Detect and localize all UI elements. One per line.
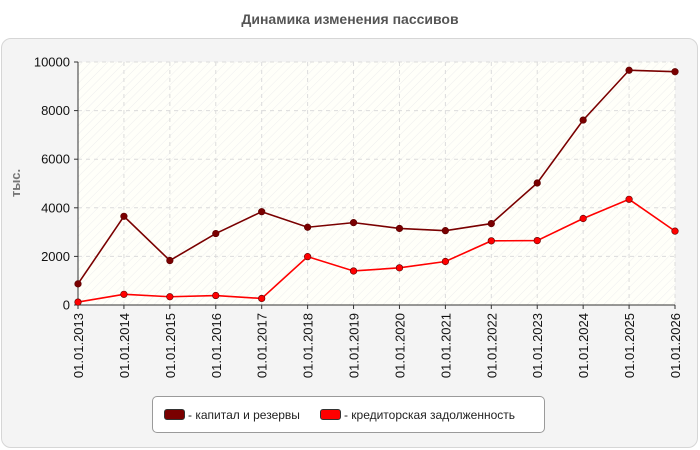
data-point: [349, 267, 358, 275]
grid: [78, 61, 676, 305]
data-point: [441, 227, 449, 235]
data-point: [349, 219, 358, 227]
x-tick-label: 01.01.2014: [117, 313, 132, 378]
chart-title: Динамика изменения пассивов: [241, 11, 459, 27]
data-point: [579, 116, 587, 124]
data-point: [120, 212, 128, 220]
data-point: [487, 237, 495, 245]
x-tick-label: 01.01.2026: [668, 313, 683, 378]
x-tick-label: 01.01.2020: [392, 313, 407, 378]
series-lines: [74, 66, 679, 306]
data-point: [625, 66, 633, 74]
x-tick-label: 01.01.2023: [530, 313, 545, 378]
legend-item-capital: - капитал и резервы: [164, 408, 300, 422]
data-point: [120, 290, 128, 298]
x-tick-label: 01.01.2025: [622, 313, 637, 378]
x-tick-label: 01.01.2022: [484, 313, 499, 378]
y-tick-label: 2000: [41, 249, 70, 264]
data-point: [304, 253, 312, 261]
data-point: [625, 195, 633, 203]
data-point: [74, 280, 82, 288]
legend-label-payables: - кредиторская задолженность: [343, 407, 516, 422]
data-point: [304, 223, 312, 231]
data-point: [395, 224, 404, 233]
data-point: [671, 68, 679, 76]
y-tick-label: 0: [63, 298, 70, 313]
y-tick-label: 10000: [34, 55, 70, 70]
data-point: [74, 298, 82, 306]
legend-swatch-payables: [319, 409, 341, 420]
y-tick-label: 4000: [41, 200, 70, 215]
y-tick-labels: 0 2000 4000 6000 8000 10000: [34, 55, 78, 313]
data-point: [166, 256, 174, 265]
x-tick-label: 01.01.2016: [209, 313, 224, 378]
data-point: [533, 237, 541, 245]
y-axis-label: тыс.: [8, 169, 23, 197]
series-line-1: [77, 198, 676, 303]
x-tick-label: 01.01.2013: [71, 313, 86, 378]
x-tick-label: 01.01.2021: [438, 313, 453, 378]
data-point: [166, 293, 174, 301]
data-point: [212, 229, 220, 238]
data-point: [579, 214, 587, 223]
series-line-0: [77, 69, 676, 285]
data-point: [533, 179, 541, 187]
data-point: [258, 208, 266, 216]
legend-label-capital: - капитал и резервы: [188, 407, 300, 422]
data-point: [212, 291, 220, 300]
x-tick-labels: 01.01.2013 01.01.2014 01.01.2015 01.01.2016…: [71, 305, 683, 378]
x-tick-label: 01.01.2015: [163, 313, 178, 378]
x-tick-label: 01.01.2019: [347, 313, 362, 378]
legend-swatch-capital: [164, 409, 185, 420]
data-point: [671, 227, 679, 235]
legend-item-payables: - кредиторская задолженность: [319, 407, 516, 422]
plot-hatch: [78, 62, 675, 305]
data-point: [258, 294, 266, 303]
data-point: [395, 264, 404, 272]
legend: - капитал и резервы - кредиторская задол…: [152, 396, 545, 433]
x-tick-label: 01.01.2017: [255, 313, 270, 378]
data-point: [487, 219, 495, 228]
y-tick-label: 6000: [41, 152, 70, 167]
data-point: [441, 257, 449, 266]
y-tick-label: 8000: [41, 103, 70, 118]
axes: [77, 62, 675, 306]
x-tick-label: 01.01.2024: [576, 313, 591, 378]
x-tick-label: 01.01.2018: [301, 313, 316, 378]
